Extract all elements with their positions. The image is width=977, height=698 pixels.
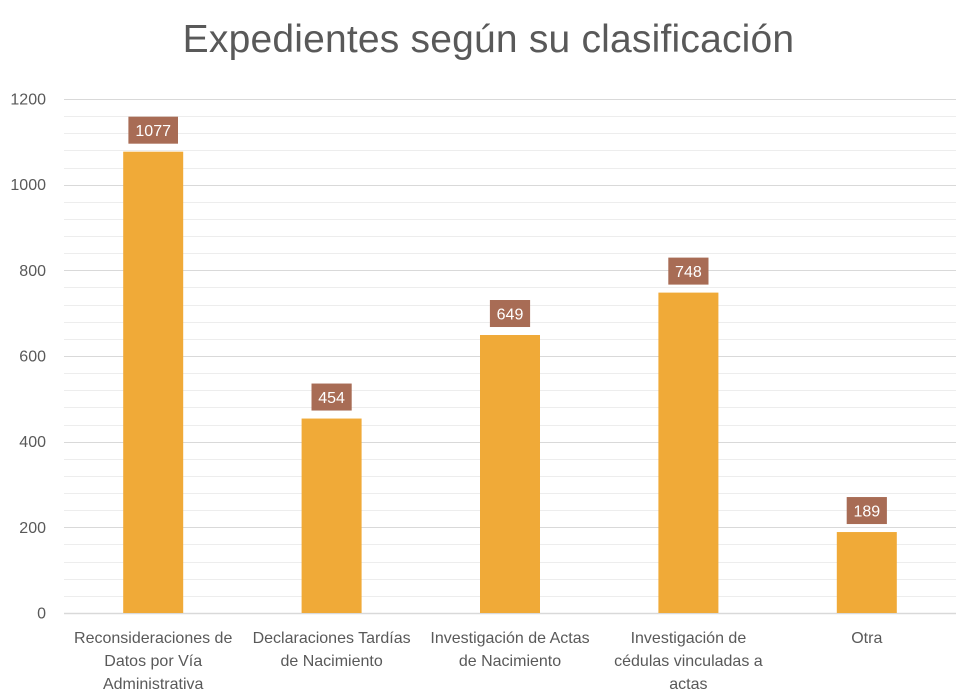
- x-category-label: Investigación de Actas de Nacimiento: [430, 630, 589, 670]
- y-tick-label: 400: [19, 434, 46, 451]
- x-category-label-line: cédulas vinculadas a: [614, 653, 763, 670]
- data-label-text: 1077: [135, 123, 171, 140]
- x-category-label-line: Administrativa: [103, 676, 204, 693]
- data-label-text: 189: [853, 504, 880, 521]
- data-label-box: [846, 497, 887, 525]
- y-tick-label: 1000: [10, 177, 46, 194]
- data-label: 1077: [128, 116, 178, 144]
- y-tick-label: 200: [19, 520, 46, 537]
- data-label-text: 454: [318, 390, 345, 407]
- x-category-label-line: Declaraciones Tardías: [253, 630, 411, 647]
- data-label-box: [489, 300, 531, 328]
- data-label: 189: [846, 497, 887, 525]
- bar: [301, 418, 362, 613]
- y-axis-tick-labels: 0 200 400 600 800 1000 1200: [10, 92, 46, 623]
- data-label: 748: [668, 257, 709, 285]
- data-label-box: [668, 257, 709, 285]
- x-category-label-line: Otra: [851, 630, 882, 647]
- bar: [658, 292, 719, 613]
- data-label: 454: [311, 383, 352, 411]
- data-label-text: 649: [497, 307, 524, 324]
- y-tick-label: 1200: [10, 92, 46, 109]
- chart-title: Expedientes según su clasificación: [182, 18, 795, 61]
- y-tick-label: 0: [37, 606, 46, 623]
- data-label: 649: [489, 300, 531, 328]
- x-category-label-line: actas: [669, 676, 707, 693]
- x-category-label: Reconsideraciones de Datos por Vía Adminis…: [74, 630, 232, 693]
- x-category-label-line: Datos por Vía: [104, 653, 202, 670]
- x-category-label: Declaraciones Tardías de Nacimiento: [253, 630, 411, 670]
- x-category-label-line: Investigación de Actas: [430, 630, 589, 647]
- x-category-label: Investigación de cédulas vinculadas a acta…: [614, 630, 763, 693]
- data-label-box: [311, 383, 352, 411]
- x-category-label: Otra: [851, 630, 882, 647]
- y-tick-label: 800: [19, 263, 46, 280]
- bars: [123, 151, 897, 613]
- data-labels: 1077 454 649 748 189: [128, 116, 887, 525]
- y-tick-label: 600: [19, 349, 46, 366]
- data-label-box: [128, 116, 178, 144]
- x-axis-category-labels: Reconsideraciones de Datos por Vía Adminis…: [74, 630, 882, 693]
- x-category-label-line: de Nacimiento: [459, 653, 561, 670]
- x-category-label-line: de Nacimiento: [280, 653, 382, 670]
- bar: [123, 151, 184, 613]
- data-label-text: 748: [675, 264, 702, 281]
- x-category-label-line: Investigación de: [631, 630, 747, 647]
- x-category-label-line: Reconsideraciones de: [74, 630, 232, 647]
- bar: [836, 532, 897, 613]
- bar: [480, 335, 540, 613]
